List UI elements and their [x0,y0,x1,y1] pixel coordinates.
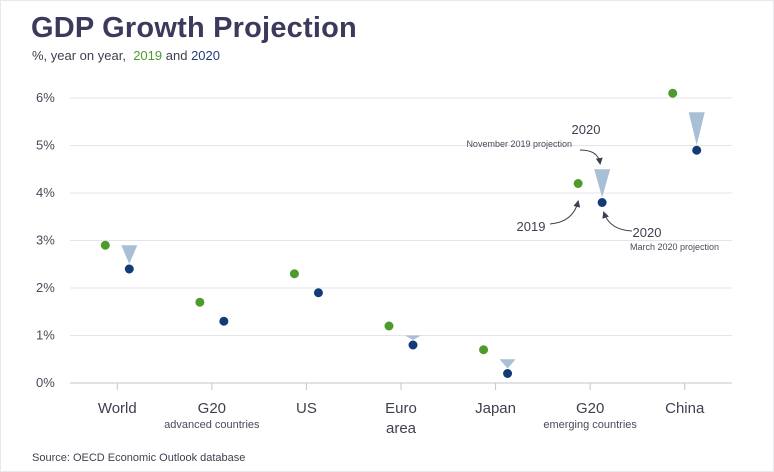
chart-subtitle: %, year on year, 2019 and 2020 [32,48,220,63]
revision-triangle [121,245,138,264]
y-tick-label: 2% [36,280,55,295]
dot-2019 [195,297,205,307]
dot-2020 [692,145,702,155]
subtitle-prefix: %, year on year, [32,48,126,63]
dot-2019 [289,269,299,279]
annotation-2019-label: 2019 [517,219,546,234]
category-label: World [98,400,137,417]
dot-2020 [124,264,134,274]
y-tick-label: 5% [36,138,55,153]
y-tick-label: 6% [36,90,55,105]
y-tick-label: 4% [36,185,55,200]
dot-2020 [313,288,323,298]
source-note: Source: OECD Economic Outlook database [32,452,246,464]
dot-2019 [100,240,110,250]
annotation-nov-year: 2020 [572,122,601,137]
category-label-line2: area [386,420,417,437]
category-label: G20 [198,400,226,417]
dot-2020 [219,316,229,326]
revision-triangle [688,112,705,146]
arrow-mar [602,211,633,232]
category-label: US [296,400,317,417]
arrow-nov [579,149,603,165]
dot-2019 [668,88,678,98]
category-sublabel: emerging countries [543,419,637,431]
category-label: Euro [385,400,417,417]
dot-2020 [408,340,418,350]
annotation-mar-label: March 2020 projection [630,242,719,252]
subtitle-2019: 2019 [133,48,163,63]
y-tick-label: 1% [36,328,55,343]
subtitle-2020: 2020 [191,48,220,63]
chart-title: GDP Growth Projection [31,12,357,44]
category-label: Japan [475,400,516,417]
category-sublabel: advanced countries [164,419,260,431]
annotation-nov-label: November 2019 projection [466,139,572,149]
revision-triangle [405,335,421,340]
category-label: G20 [576,400,604,417]
dot-2019 [479,345,489,355]
category-label: China [665,400,705,417]
revision-triangle [594,169,611,198]
annotations: 2020 November 2019 projection 2019 2020 … [466,122,719,252]
dot-2020 [597,198,607,207]
y-tick-label: 3% [36,233,55,248]
dot-2020 [503,369,513,378]
subtitle-and: and [165,48,188,63]
dot-2019 [384,321,394,331]
arrow-2019 [549,200,581,225]
y-tick-label: 0% [36,375,55,390]
annotation-mar-year: 2020 [633,225,662,240]
dot-2019 [573,179,583,188]
revision-triangle [499,359,516,369]
